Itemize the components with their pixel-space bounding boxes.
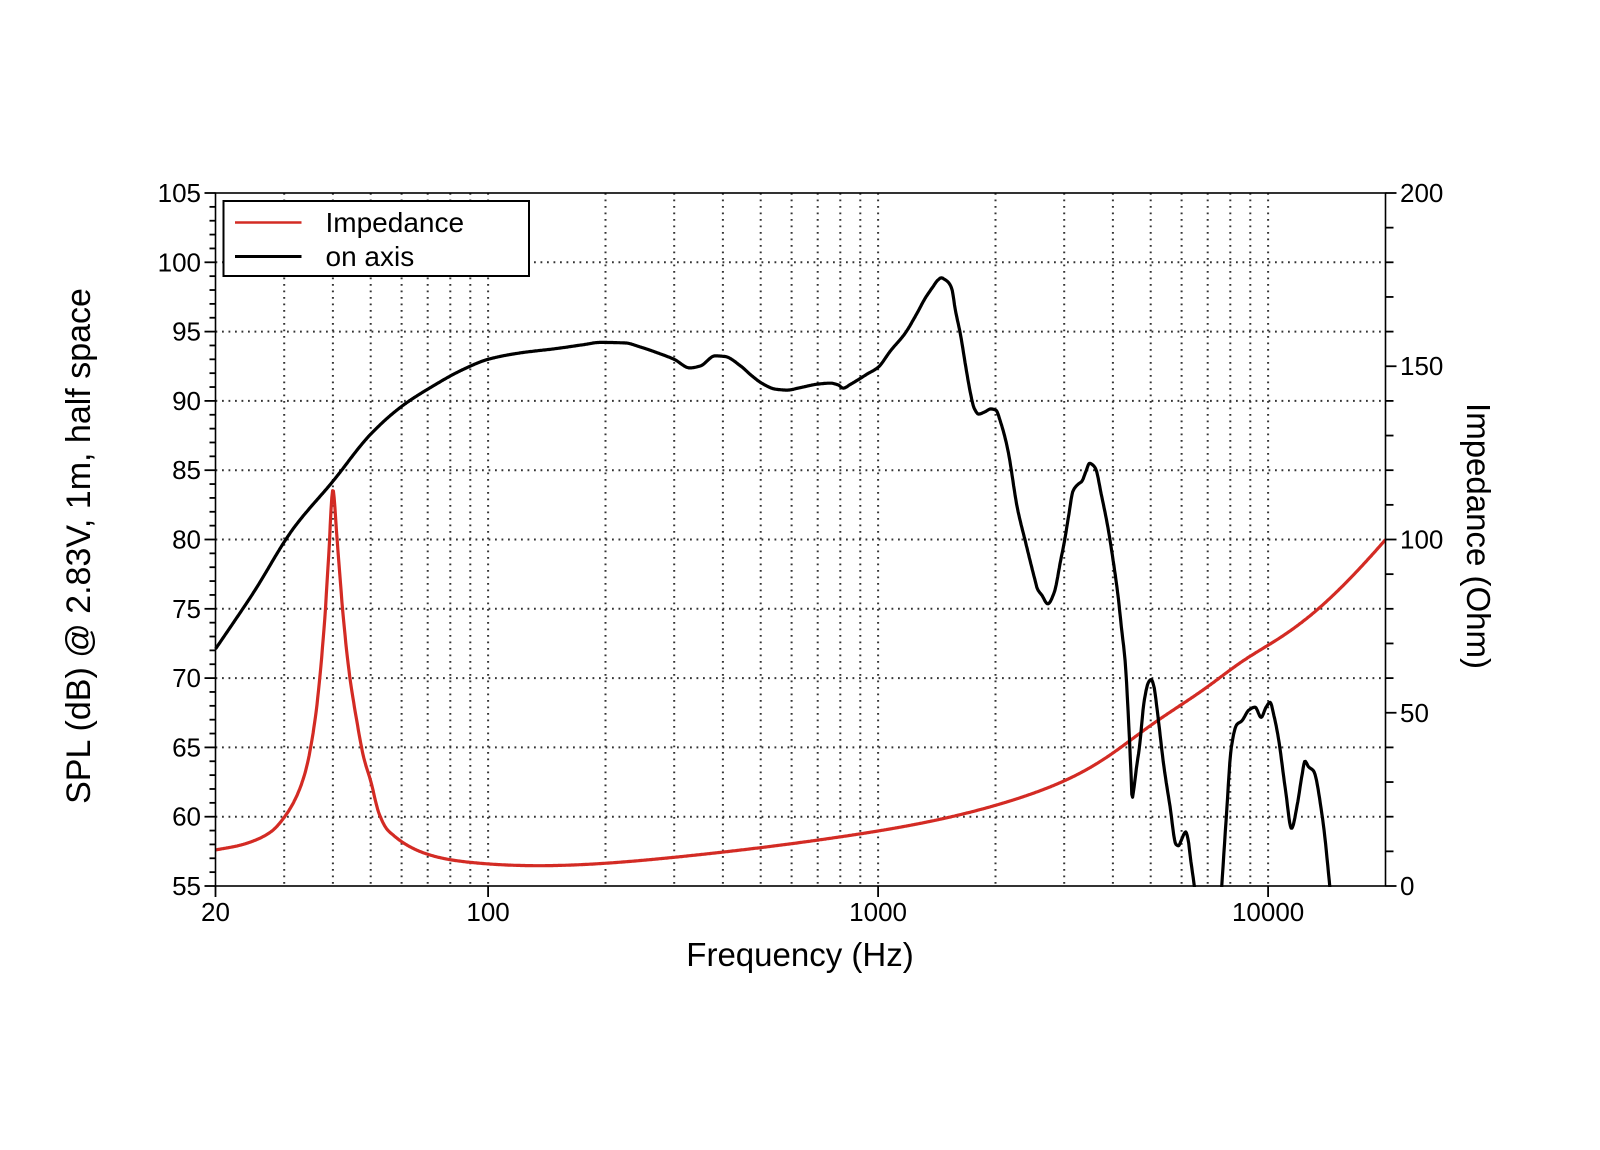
svg-text:90: 90 xyxy=(172,386,201,416)
svg-text:0: 0 xyxy=(1400,871,1414,901)
svg-text:Impedance (Ohm): Impedance (Ohm) xyxy=(1460,403,1497,669)
svg-text:10000: 10000 xyxy=(1232,897,1304,927)
svg-text:95: 95 xyxy=(172,317,201,347)
svg-text:65: 65 xyxy=(172,732,201,762)
svg-text:100: 100 xyxy=(1400,525,1443,555)
svg-text:100: 100 xyxy=(466,897,509,927)
svg-text:SPL (dB) @ 2.83V, 1m, half spa: SPL (dB) @ 2.83V, 1m, half space xyxy=(60,288,98,804)
svg-text:80: 80 xyxy=(172,525,201,555)
svg-text:100: 100 xyxy=(158,247,201,277)
svg-text:75: 75 xyxy=(172,594,201,624)
svg-text:70: 70 xyxy=(172,663,201,693)
svg-text:150: 150 xyxy=(1400,351,1443,381)
svg-text:200: 200 xyxy=(1400,178,1443,208)
svg-text:50: 50 xyxy=(1400,698,1429,728)
svg-text:Impedance: Impedance xyxy=(326,207,465,238)
svg-text:60: 60 xyxy=(172,802,201,832)
svg-text:85: 85 xyxy=(172,455,201,485)
svg-text:55: 55 xyxy=(172,871,201,901)
svg-text:1000: 1000 xyxy=(849,897,907,927)
svg-text:105: 105 xyxy=(158,178,201,208)
svg-text:Frequency (Hz): Frequency (Hz) xyxy=(686,936,913,973)
svg-text:20: 20 xyxy=(201,897,230,927)
svg-text:on axis: on axis xyxy=(326,241,415,272)
